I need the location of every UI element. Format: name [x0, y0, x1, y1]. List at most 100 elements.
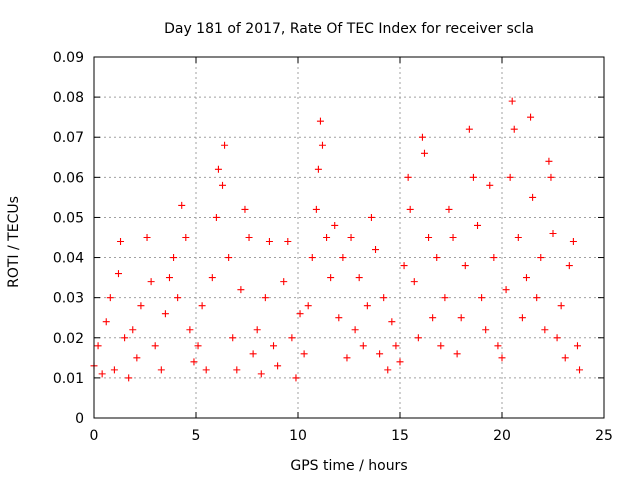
data-point — [261, 294, 269, 302]
data-point — [198, 302, 206, 310]
data-point — [284, 238, 292, 246]
data-point — [429, 314, 437, 322]
data-point — [469, 173, 477, 181]
data-point — [359, 342, 367, 350]
data-point — [445, 205, 453, 213]
data-point — [292, 374, 300, 382]
data-point — [573, 342, 581, 350]
tick-labels: 0 0.01 0.02 0.03 0.04 0.05 0.06 0.07 0.08 0.09 0 5 1… — [53, 50, 613, 444]
data-point — [449, 234, 457, 241]
x-tick-label: 20 — [493, 428, 511, 444]
y-axis-label: ROTI / TECUs — [6, 196, 22, 288]
data-point — [212, 213, 220, 221]
data-point — [312, 205, 320, 213]
data-point — [545, 157, 553, 165]
data-point — [482, 326, 490, 334]
data-point — [288, 334, 296, 342]
data-point — [406, 205, 414, 213]
data-point — [396, 358, 404, 366]
x-tick-label: 25 — [595, 428, 613, 444]
data-point — [117, 238, 125, 246]
data-point — [410, 278, 418, 286]
data-point — [478, 294, 486, 302]
chart-title: Day 181 of 2017, Rate Of TEC Index for r… — [164, 21, 534, 37]
data-point — [506, 173, 514, 181]
data-point — [114, 270, 122, 278]
y-tick-label: 0.08 — [53, 90, 84, 106]
data-point — [106, 294, 114, 302]
data-point — [529, 193, 537, 201]
data-point — [300, 350, 308, 358]
data-point — [561, 354, 569, 362]
grid-lines — [93, 56, 605, 419]
y-tick-label: 0.07 — [53, 130, 84, 146]
data-point — [304, 302, 312, 310]
data-point — [157, 366, 165, 374]
y-tick-label: 0.04 — [53, 251, 84, 267]
data-point — [541, 326, 549, 334]
data-point — [314, 165, 322, 173]
data-point — [161, 310, 169, 318]
data-point — [553, 334, 561, 342]
data-point — [94, 342, 102, 350]
y-tick-label: 0.03 — [53, 291, 84, 307]
data-point — [486, 181, 494, 189]
data-point — [418, 133, 426, 141]
data-point — [274, 362, 282, 370]
data-point — [270, 342, 278, 350]
data-point — [537, 254, 545, 262]
data-point — [182, 234, 190, 241]
data-point — [214, 165, 222, 173]
data-point — [576, 366, 584, 374]
data-point — [355, 274, 363, 282]
data-point — [233, 366, 241, 374]
data-point — [331, 221, 339, 229]
data-point — [229, 334, 237, 342]
data-point — [339, 254, 347, 262]
x-axis-label: GPS time / hours — [290, 458, 407, 474]
data-point — [147, 278, 155, 286]
data-point — [372, 246, 380, 254]
data-point — [170, 254, 178, 262]
data-point — [425, 234, 433, 241]
data-point — [265, 238, 273, 246]
y-tick-label: 0.01 — [53, 371, 84, 387]
data-point — [202, 366, 210, 374]
data-point — [388, 318, 396, 326]
data-point — [343, 354, 351, 362]
data-point — [143, 234, 151, 241]
y-tick-label: 0.02 — [53, 331, 84, 347]
data-point — [384, 366, 392, 374]
data-point — [565, 262, 573, 270]
data-point — [219, 181, 227, 189]
data-point — [316, 117, 324, 125]
data-point — [125, 374, 133, 382]
data-point — [533, 294, 541, 302]
data-point — [474, 221, 482, 229]
data-point — [241, 205, 249, 213]
data-point — [174, 294, 182, 302]
y-tick-label: 0.09 — [53, 50, 84, 66]
data-point — [376, 350, 384, 358]
data-point — [296, 310, 304, 318]
y-tick-label: 0.05 — [53, 210, 84, 226]
data-point — [510, 125, 518, 133]
data-point — [257, 370, 265, 378]
data-point — [237, 286, 245, 294]
plot-frame — [93, 56, 605, 419]
data-point — [347, 234, 355, 241]
data-point — [461, 262, 469, 270]
data-point — [498, 354, 506, 362]
data-point — [121, 334, 129, 342]
data-point — [190, 358, 198, 366]
y-tick-label: 0 — [75, 411, 84, 427]
data-point — [129, 326, 137, 334]
data-point — [433, 254, 441, 262]
data-point — [221, 141, 229, 149]
data-point — [245, 234, 253, 241]
data-point — [165, 274, 173, 282]
data-point — [178, 201, 186, 209]
data-point — [133, 354, 141, 362]
data-point — [367, 213, 375, 221]
